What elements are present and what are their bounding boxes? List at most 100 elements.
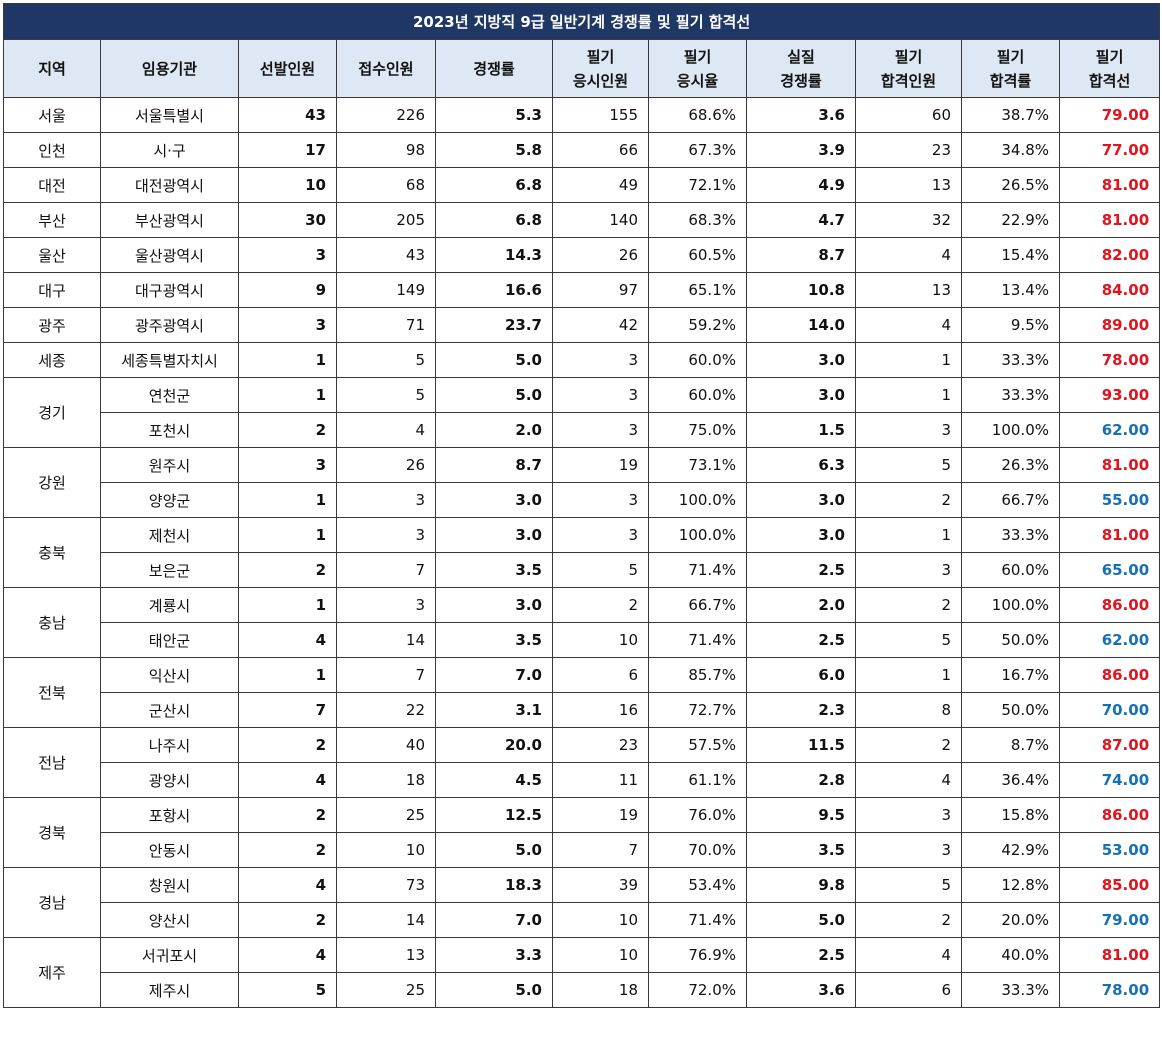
cell-ratio: 5.0 <box>435 342 553 378</box>
cell-applied: 226 <box>336 97 436 133</box>
cell-agency: 세종특별자치시 <box>100 342 239 378</box>
header-text: 실질 <box>787 47 815 66</box>
cell-pass-rate: 36.4% <box>961 762 1060 798</box>
cell-agency: 부산광역시 <box>100 202 239 238</box>
cell-applied: 68 <box>336 167 436 203</box>
cell-pass-rate: 9.5% <box>961 307 1060 343</box>
cell-take-rate: 72.1% <box>648 167 747 203</box>
cell-selected: 7 <box>238 692 337 728</box>
cell-selected: 2 <box>238 832 337 868</box>
cell-selected: 1 <box>238 517 337 553</box>
cell-pass-rate: 100.0% <box>961 587 1060 623</box>
cell-ratio: 3.0 <box>435 587 553 623</box>
cell-takers: 26 <box>552 237 649 273</box>
cell-ratio: 3.3 <box>435 937 553 973</box>
header-text: 경쟁률 <box>473 59 515 78</box>
cell-ratio: 6.8 <box>435 167 553 203</box>
cell-takers: 16 <box>552 692 649 728</box>
table-row: 강원 원주시 3 26 8.7 19 73.1% 6.3 5 26.3% 81.00 <box>3 447 1161 518</box>
cell-applied: 73 <box>336 867 436 903</box>
cell-takers: 2 <box>552 587 649 623</box>
header-applied: 접수인원 <box>336 39 436 98</box>
cell-take-rate: 60.0% <box>648 377 747 413</box>
table-row: 인천 시·구 17 98 5.8 66 67.3% 3.9 23 34.8% 77.00 <box>3 132 1161 168</box>
cell-selected: 2 <box>238 552 337 588</box>
header-text: 필기 <box>894 47 923 66</box>
cell-takers: 6 <box>552 657 649 693</box>
cell-real-ratio: 2.3 <box>746 692 856 728</box>
cell-passed: 1 <box>855 657 962 693</box>
cell-region: 광주 <box>3 307 101 343</box>
cell-takers: 11 <box>552 762 649 798</box>
cell-take-rate: 76.9% <box>648 937 747 973</box>
cell-real-ratio: 3.0 <box>746 342 856 378</box>
cell-agency: 서울특별시 <box>100 97 239 133</box>
cell-real-ratio: 2.0 <box>746 587 856 623</box>
cell-real-ratio: 4.9 <box>746 167 856 203</box>
cell-cutoff: 81.00 <box>1058 167 1161 203</box>
cell-selected: 3 <box>238 447 337 483</box>
cell-pass-rate: 100.0% <box>961 412 1060 448</box>
cell-take-rate: 70.0% <box>648 832 747 868</box>
cell-cutoff: 53.00 <box>1058 832 1161 868</box>
cell-applied: 3 <box>336 482 436 518</box>
cell-real-ratio: 3.6 <box>746 97 856 133</box>
header-takers: 필기 응시인원 <box>552 39 649 98</box>
cell-passed: 32 <box>855 202 962 238</box>
cell-ratio: 12.5 <box>435 797 553 833</box>
table-row: 전북 익산시 1 7 7.0 6 85.7% 6.0 1 16.7% 86.00 <box>3 657 1161 728</box>
table-row: 광주 광주광역시 3 71 23.7 42 59.2% 14.0 4 9.5% 89.00 <box>3 307 1161 343</box>
cell-takers: 49 <box>552 167 649 203</box>
cell-take-rate: 60.5% <box>648 237 747 273</box>
cell-agency: 울산광역시 <box>100 237 239 273</box>
cell-ratio: 14.3 <box>435 237 553 273</box>
cell-take-rate: 59.2% <box>648 307 747 343</box>
cell-selected: 3 <box>238 307 337 343</box>
header-region: 지역 <box>3 39 101 98</box>
cell-cutoff: 65.00 <box>1058 552 1161 588</box>
header-passed: 필기 합격인원 <box>855 39 962 98</box>
cell-takers: 5 <box>552 552 649 588</box>
cell-applied: 98 <box>336 132 436 168</box>
cell-ratio: 16.6 <box>435 272 553 308</box>
cell-real-ratio: 9.5 <box>746 797 856 833</box>
cell-pass-rate: 66.7% <box>961 482 1060 518</box>
cell-region: 세종 <box>3 342 101 378</box>
cell-cutoff: 78.00 <box>1058 972 1161 1008</box>
cell-takers: 18 <box>552 972 649 1008</box>
header-text: 경쟁률 <box>780 71 822 90</box>
cell-passed: 2 <box>855 482 962 518</box>
cell-agency: 연천군 <box>100 377 239 413</box>
cell-region: 대전 <box>3 167 101 203</box>
cell-selected: 30 <box>238 202 337 238</box>
cell-applied: 205 <box>336 202 436 238</box>
header-text: 합격선 <box>1088 71 1131 90</box>
cell-cutoff: 86.00 <box>1058 587 1161 623</box>
header-text: 필기 <box>996 47 1025 66</box>
cell-take-rate: 76.0% <box>648 797 747 833</box>
header-agency: 임용기관 <box>100 39 239 98</box>
cell-agency: 광양시 <box>100 762 239 798</box>
cell-selected: 2 <box>238 412 337 448</box>
header-take-rate: 필기 응시율 <box>648 39 747 98</box>
cell-real-ratio: 2.8 <box>746 762 856 798</box>
cell-ratio: 4.5 <box>435 762 553 798</box>
cell-passed: 4 <box>855 762 962 798</box>
table-row: 울산 울산광역시 3 43 14.3 26 60.5% 8.7 4 15.4% 82.00 <box>3 237 1161 273</box>
cell-agency: 창원시 <box>100 867 239 903</box>
cell-passed: 8 <box>855 692 962 728</box>
cell-applied: 3 <box>336 517 436 553</box>
table-row: 양양군 1 3 3.0 3 100.0% 3.0 2 66.7% 55.00 <box>4 482 1161 518</box>
cell-ratio: 3.5 <box>435 622 553 658</box>
cell-take-rate: 68.3% <box>648 202 747 238</box>
cell-applied: 4 <box>336 412 436 448</box>
table-row: 보은군 2 7 3.5 5 71.4% 2.5 3 60.0% 65.00 <box>4 552 1161 588</box>
header-text: 필기 <box>683 47 712 66</box>
table-row: 충남 계룡시 1 3 3.0 2 66.7% 2.0 2 100.0% 86.00 <box>3 587 1161 658</box>
cell-region: 전남 <box>3 727 101 798</box>
cell-cutoff: 82.00 <box>1058 237 1161 273</box>
cell-takers: 42 <box>552 307 649 343</box>
cell-cutoff: 86.00 <box>1058 797 1161 833</box>
cell-pass-rate: 50.0% <box>961 622 1060 658</box>
cell-cutoff: 89.00 <box>1058 307 1161 343</box>
